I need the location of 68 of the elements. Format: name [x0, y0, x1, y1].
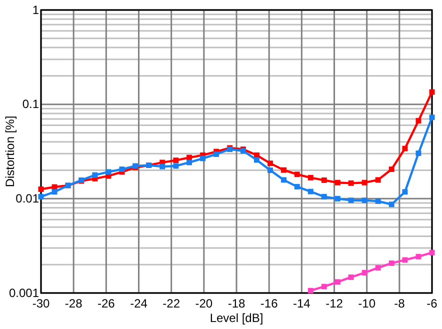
point: [348, 274, 354, 280]
point: [429, 89, 435, 95]
point: [308, 288, 314, 294]
point: [214, 151, 220, 157]
point: [186, 160, 192, 166]
point: [388, 202, 394, 208]
point: [375, 198, 381, 204]
point: [106, 169, 112, 175]
point: [375, 177, 381, 183]
point: [321, 177, 327, 183]
point: [52, 189, 58, 195]
x-tick-label: -14: [292, 296, 311, 311]
x-tick-label: -18: [228, 296, 246, 311]
point: [429, 250, 435, 256]
point: [416, 150, 422, 156]
point: [38, 194, 44, 200]
point: [362, 198, 368, 204]
x-tick-label: -20: [195, 296, 213, 311]
point: [429, 114, 435, 120]
y-tick-label: 1: [32, 2, 40, 17]
point: [334, 180, 340, 186]
point: [334, 279, 340, 285]
point: [388, 166, 394, 172]
point: [294, 172, 300, 178]
point: [416, 254, 422, 260]
point: [267, 168, 273, 174]
point: [160, 164, 166, 170]
point: [308, 188, 314, 194]
point: [402, 146, 408, 152]
point: [92, 172, 98, 178]
point: [267, 160, 273, 166]
y-tick-label: 0.01: [16, 192, 40, 206]
point: [254, 152, 260, 158]
point: [388, 260, 394, 266]
x-tick-label: -24: [130, 296, 148, 311]
point: [254, 157, 260, 163]
y-axis-title: Distortion [%]: [3, 116, 17, 188]
point: [119, 166, 125, 172]
point: [362, 270, 368, 276]
x-tick-label: -12: [326, 296, 344, 311]
point: [321, 284, 327, 290]
point: [402, 257, 408, 263]
point: [334, 196, 340, 202]
point: [362, 180, 368, 186]
point: [173, 163, 179, 169]
point: [375, 265, 381, 271]
point: [281, 167, 286, 173]
point: [173, 158, 179, 164]
point: [348, 180, 354, 186]
x-tick-label: -16: [260, 296, 278, 311]
point: [308, 174, 314, 180]
x-tick-label: -28: [64, 296, 83, 311]
point: [402, 189, 408, 195]
point: [294, 184, 300, 190]
point: [416, 118, 422, 124]
x-tick-label: -10: [358, 296, 376, 311]
point: [348, 198, 354, 204]
point: [52, 184, 58, 190]
point: [321, 194, 327, 200]
x-tick-label: -6: [426, 296, 438, 311]
x-tick-label: -8: [394, 296, 406, 311]
x-tick-label: -22: [162, 296, 180, 311]
point: [200, 156, 206, 162]
x-tick-label: -26: [97, 296, 116, 311]
point: [281, 177, 286, 183]
x-axis-title: Level [dB]: [210, 311, 264, 325]
point: [38, 186, 44, 192]
y-tick-label: 0.1: [22, 97, 40, 112]
